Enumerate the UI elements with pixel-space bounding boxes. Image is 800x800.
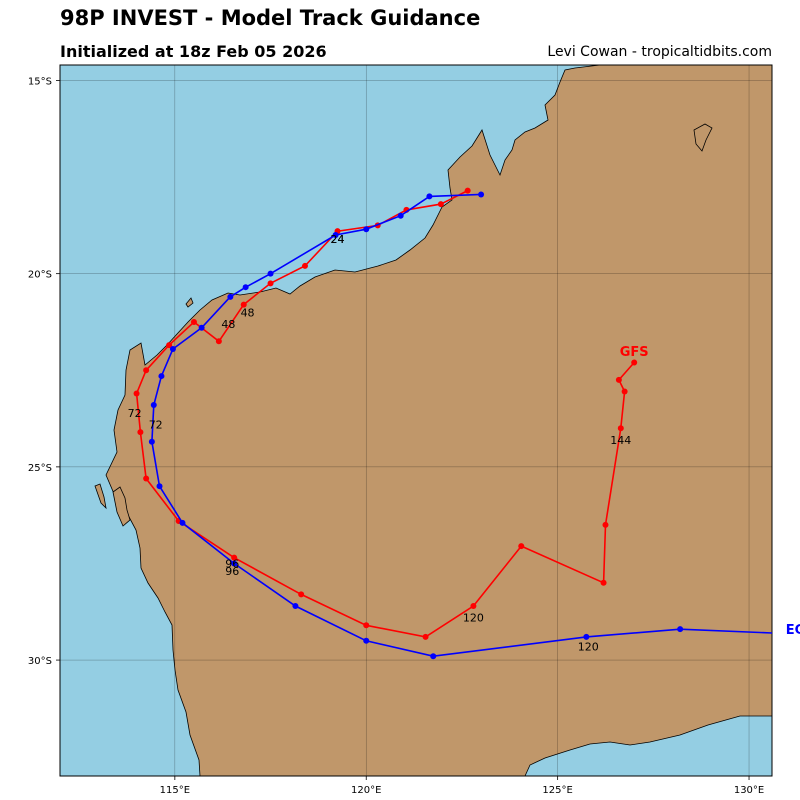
gfs-track-point [137, 429, 144, 436]
gfs-track-point [215, 338, 222, 345]
gfs-track-point [617, 425, 624, 432]
y-tick-label: 15°S [28, 76, 52, 87]
ec-track-point [363, 637, 370, 644]
gfs-track-point [470, 602, 477, 609]
ec-track-point [478, 191, 485, 198]
gridlines [60, 65, 772, 776]
ec-track-point [179, 519, 186, 526]
gfs-track-point [631, 359, 638, 366]
x-tick-label: 125°E [542, 785, 572, 796]
ec-track-point [430, 653, 437, 660]
ec-hour-label: 72 [149, 418, 163, 431]
gfs-track-point [602, 521, 609, 528]
gfs-hour-label: 72 [128, 407, 142, 420]
ec-hour-label: 96 [225, 557, 239, 570]
y-tick-label: 25°S [28, 463, 52, 474]
gfs-hour-label: 144 [610, 434, 631, 447]
gfs-track-point [363, 622, 370, 629]
ec-track-point [292, 602, 299, 609]
gfs-track-point [301, 262, 308, 269]
ec-track-point [267, 270, 274, 277]
ec-track-point [242, 284, 249, 291]
ec-track-point [156, 483, 163, 490]
ec-track-point [148, 438, 155, 445]
ec-track-point [583, 633, 590, 640]
axis-ticks: 115°E 120°E 125°E 130°E 15°S 20°S 25°S 30°S [28, 76, 764, 796]
gfs-track-point [143, 475, 150, 482]
gfs-track-line [135, 189, 635, 638]
gfs-track-point [437, 201, 444, 208]
ec-track-point [158, 373, 165, 380]
melville-island [693, 123, 713, 152]
x-tick-label: 130°E [734, 785, 764, 796]
gfs-track-point [464, 187, 471, 194]
dirk-hartog-island [94, 483, 107, 510]
x-tick-label: 120°E [351, 785, 381, 796]
australia-landmass [105, 65, 772, 776]
ec-track-clip [148, 191, 772, 660]
gfs-model-label: GFS [620, 345, 649, 360]
ec-track-point [227, 293, 234, 300]
gfs-track-point [166, 342, 173, 349]
gfs-track-clip [133, 187, 638, 640]
gfs-track-group: 24 48 72 96 120 144 GFS [128, 187, 649, 640]
ec-hour-label: 120 [578, 641, 599, 654]
y-tick-label: 20°S [28, 270, 52, 281]
gfs-hour-label: 48 [221, 318, 235, 331]
gfs-track-point [600, 579, 607, 586]
ec-track-point [426, 193, 433, 200]
ec-hour-label: 48 [241, 306, 255, 319]
gfs-hour-label: 96 [225, 565, 239, 578]
peron-peninsula [112, 486, 131, 527]
gfs-track-point [422, 633, 429, 640]
small-island [185, 297, 194, 308]
gfs-track-point [231, 554, 238, 561]
gfs-track-point [518, 543, 525, 550]
gfs-hour-label: 120 [463, 612, 484, 625]
gfs-track-point [133, 390, 140, 397]
y-tick-label: 30°S [28, 656, 52, 667]
gfs-track-point [143, 367, 150, 374]
gfs-track-point [298, 591, 305, 598]
ec-track-line [151, 193, 772, 658]
ec-track-point [397, 212, 404, 219]
ec-track-point [332, 232, 339, 239]
gfs-track-point [240, 301, 247, 308]
ec-track-point [677, 626, 684, 633]
chart-title: 98P INVEST - Model Track Guidance [60, 6, 481, 30]
gfs-track-point [621, 388, 628, 395]
ec-track-point [150, 402, 157, 409]
ec-track-group: 24 48 72 96 120 EC [148, 191, 800, 660]
x-tick-label: 115°E [160, 785, 190, 796]
ec-track-point [169, 346, 176, 353]
gfs-track-point [615, 376, 622, 383]
chart-subtitle: Initialized at 18z Feb 05 2026 [60, 42, 327, 61]
ec-model-label: EC [786, 623, 800, 638]
ec-hour-label: 24 [331, 233, 345, 246]
ec-track-point [231, 560, 238, 567]
credit-text: Levi Cowan - tropicaltidbits.com [547, 44, 772, 60]
gfs-track-point [267, 280, 274, 287]
map-frame [59, 64, 773, 777]
ec-track-point [198, 324, 205, 331]
gfs-track-point [190, 318, 197, 325]
ec-track-point [363, 226, 370, 233]
